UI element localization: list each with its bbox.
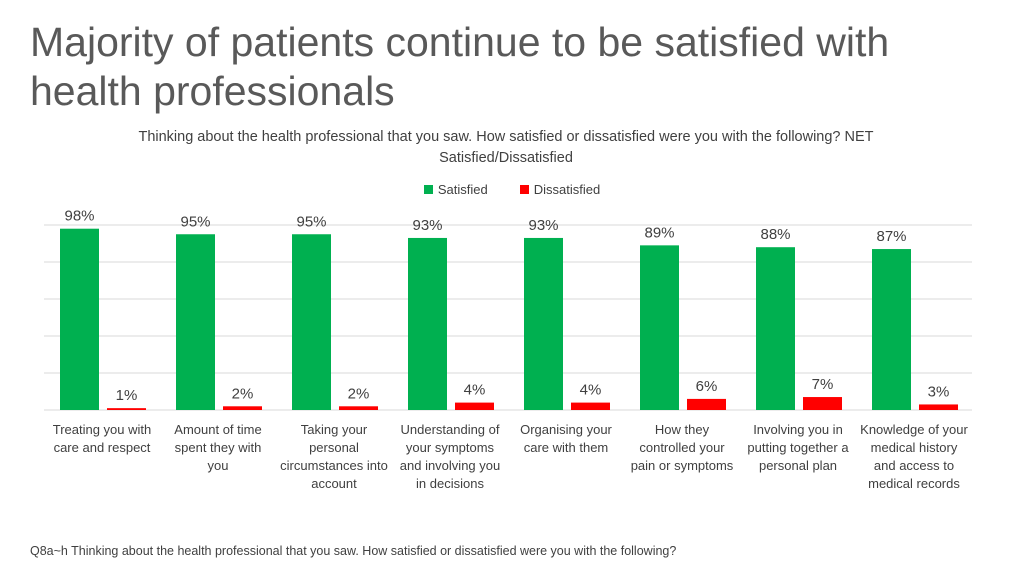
legend-swatch-dissatisfied [519, 185, 529, 194]
footnote: Q8a~h Thinking about the health professi… [30, 544, 677, 558]
data-label-dissatisfied: 4% [464, 382, 486, 399]
category-label: How they controlled your pain or symptoms [631, 422, 734, 473]
chart-title: Majority of patients continue to be sati… [30, 19, 890, 114]
category-label: Organising your care with them [520, 422, 612, 455]
category-label: Taking your personal circumstances into acc… [280, 422, 388, 491]
bar-dissatisfied [455, 402, 494, 410]
bar-satisfied [60, 228, 99, 410]
category-label: Understanding of your symptoms and involvi… [400, 422, 500, 491]
bar-satisfied [872, 249, 911, 410]
bar-satisfied [176, 234, 215, 410]
legend-item-satisfied: Satisfied [423, 182, 488, 197]
bar-dissatisfied [919, 404, 958, 410]
category-label: Knowledge of your medical history and acce… [860, 422, 968, 491]
chart-subtitle: Thinking about the health professional t… [138, 129, 874, 166]
legend-label-satisfied: Satisfied [437, 182, 488, 197]
data-label-dissatisfied: 2% [232, 385, 254, 402]
bar-dissatisfied [223, 406, 262, 410]
data-label-satisfied: 93% [412, 217, 442, 234]
bar-dissatisfied [687, 398, 726, 410]
data-label-dissatisfied: 6% [696, 378, 718, 395]
data-label-satisfied: 93% [528, 217, 558, 234]
data-label-dissatisfied: 1% [116, 387, 138, 404]
bar-chart: 98% 1% Treating you with care and respect 95… [44, 208, 972, 491]
legend-item-dissatisfied: Dissatisfied [519, 182, 601, 197]
data-label-satisfied: 87% [876, 228, 906, 245]
bar-dissatisfied [571, 402, 610, 410]
data-label-dissatisfied: 3% [928, 383, 950, 400]
data-label-satisfied: 98% [64, 208, 94, 225]
data-label-dissatisfied: 7% [812, 376, 834, 393]
data-label-satisfied: 89% [644, 224, 674, 241]
legend: Satisfied Dissatisfied [0, 182, 1024, 197]
category-label: Amount of time spent they with you [174, 422, 261, 473]
bar-dissatisfied [107, 408, 146, 410]
bar-dissatisfied [803, 397, 842, 410]
bar-satisfied [756, 247, 795, 410]
data-label-dissatisfied: 2% [348, 385, 370, 402]
legend-label-dissatisfied: Dissatisfied [533, 182, 601, 197]
legend-swatch-satisfied [423, 185, 433, 194]
data-label-satisfied: 88% [760, 226, 790, 243]
data-label-satisfied: 95% [296, 213, 326, 230]
category-label: Treating you with care and respect [53, 422, 152, 455]
bar-satisfied [524, 237, 563, 410]
bar-dissatisfied [339, 406, 378, 410]
bar-satisfied [640, 245, 679, 410]
bar-satisfied [292, 234, 331, 410]
data-label-dissatisfied: 4% [580, 382, 602, 399]
data-label-satisfied: 95% [180, 213, 210, 230]
bar-satisfied [408, 237, 447, 410]
category-label: Involving you in putting together a person… [747, 422, 849, 473]
